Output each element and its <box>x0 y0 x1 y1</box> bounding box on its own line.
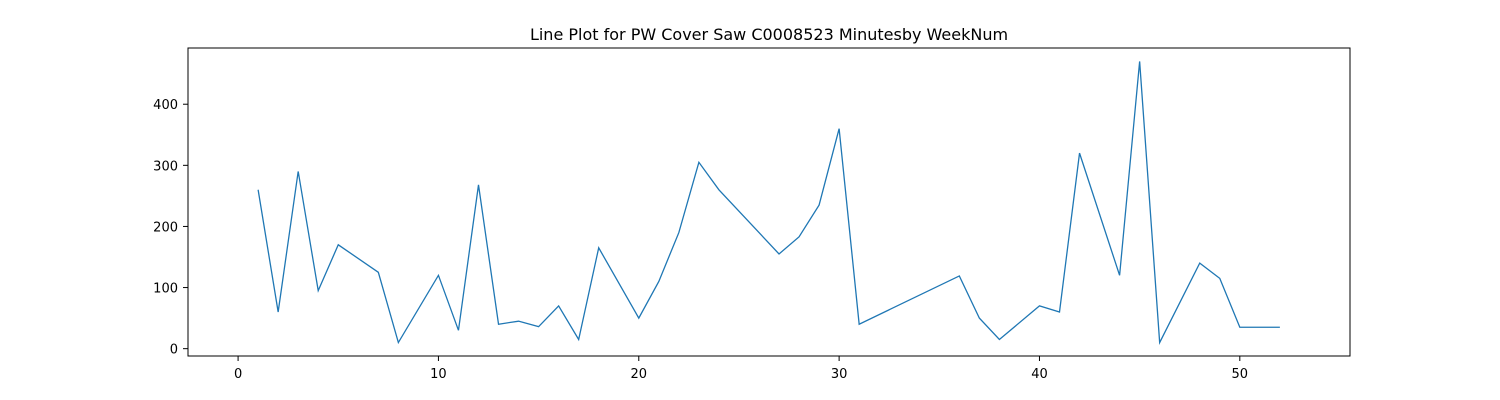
x-tick-label: 50 <box>1232 367 1249 382</box>
x-axis: 0 10 20 30 40 50 <box>234 356 1248 382</box>
x-tick-label: 10 <box>430 367 447 382</box>
y-axis: 0 100 200 300 400 <box>153 98 188 358</box>
x-tick-label: 40 <box>1031 367 1048 382</box>
y-tick-label: 300 <box>153 159 178 174</box>
y-tick-label: 400 <box>153 98 178 113</box>
plot-area-frame <box>187 47 1351 357</box>
series-line <box>257 61 1280 345</box>
x-tick-label: 30 <box>831 367 848 382</box>
chart-title: Line Plot for PW Cover Saw C0008523 Minu… <box>530 25 1008 44</box>
y-tick-label: 100 <box>153 282 178 297</box>
x-tick-label: 0 <box>234 367 242 382</box>
x-tick-label: 20 <box>631 367 648 382</box>
y-tick-label: 0 <box>170 343 178 358</box>
y-tick-label: 200 <box>153 220 178 235</box>
series-layer <box>257 61 1280 345</box>
